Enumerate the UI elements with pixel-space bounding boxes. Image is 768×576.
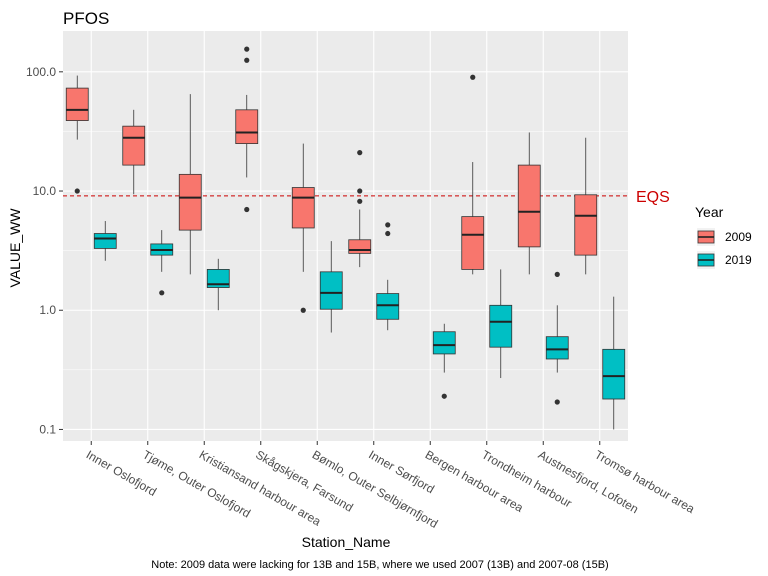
box-2019-kristiansand-harbour-area <box>206 258 230 311</box>
box-body <box>65 87 89 121</box>
outlier-point <box>300 307 306 313</box>
box-body <box>574 194 598 256</box>
box-2019-bergen-harbour-area <box>432 323 456 399</box>
outlier-point <box>244 57 250 63</box>
box-body <box>206 269 230 288</box>
outlier-point <box>385 230 391 237</box>
box-2009-tj-me-outer-oslofjord <box>122 109 146 195</box>
box-body <box>602 348 626 400</box>
box-2009-inner-s-rfjord <box>348 150 372 268</box>
box-2009-inner-oslofjord <box>65 75 89 194</box>
box-2019-trondheim-harbour <box>489 269 513 379</box>
footnote: Note: 2009 data were lacking for 13B and… <box>151 559 608 571</box>
box-body <box>93 233 117 249</box>
box-body <box>235 109 259 144</box>
outlier-point <box>385 222 391 228</box>
box-2019-troms-harbour-area <box>602 296 626 430</box>
outlier-point <box>554 399 560 405</box>
legend-label: 2009 <box>725 230 752 244</box>
box-body <box>432 331 456 355</box>
x-tick-label: Tromsø harbour area <box>592 447 697 516</box>
outlier-point <box>554 271 560 277</box>
legend-label: 2019 <box>725 253 752 267</box>
box-body <box>517 164 541 248</box>
box-2009-trondheim-harbour <box>461 74 485 275</box>
y-tick-label: 1.0 <box>39 303 56 317</box>
box-body <box>348 239 372 254</box>
outlier-point <box>74 188 80 194</box>
box-2009-sk-gskjera-farsund <box>235 46 259 213</box>
legend: Year 2009 2019 <box>695 204 752 269</box>
y-tick-label: 10.0 <box>33 184 57 198</box>
legend-entry-2019: 2019 <box>697 251 752 269</box>
box-body <box>461 216 485 270</box>
outlier-point <box>357 198 363 204</box>
outlier-point <box>159 290 165 296</box>
x-axis-title: Station_Name <box>302 534 391 550</box>
box-body <box>319 271 343 310</box>
x-tick-label: Austnesfjord, Lofoten <box>536 447 641 516</box>
box-2009-b-mlo-outer-selbj-rnfjord <box>291 143 315 313</box>
box-2009-kristiansand-harbour-area <box>178 94 202 275</box>
y-tick-label: 100.0 <box>26 65 56 79</box>
legend-title: Year <box>695 204 724 220</box>
box-2019-inner-oslofjord <box>93 221 117 261</box>
outlier-point <box>244 46 250 52</box>
box-body <box>545 336 569 360</box>
outlier-point <box>357 188 363 194</box>
outlier-point <box>441 393 447 399</box>
box-body <box>178 173 202 231</box>
eqs-label: EQS <box>636 189 670 206</box>
chart-title: PFOS <box>63 9 109 28</box>
box-body <box>122 125 146 166</box>
x-tick-label: Bergen harbour area <box>423 447 526 515</box>
box-body <box>291 187 315 229</box>
box-body <box>376 293 400 320</box>
box-2009-austnesfjord-lofoten <box>517 132 541 275</box>
box-2019-b-mlo-outer-selbj-rnfjord <box>319 241 343 333</box>
outlier-point <box>357 150 363 156</box>
box-2019-austnesfjord-lofoten <box>545 271 569 405</box>
box-body <box>489 304 513 348</box>
box-2009-troms-harbour-area <box>574 137 598 275</box>
outlier-point <box>244 206 250 213</box>
box-2019-tj-me-outer-oslofjord <box>150 230 174 296</box>
y-axis-title: VALUE_WW <box>7 208 23 288</box>
box-2019-inner-s-rfjord <box>376 222 400 331</box>
legend-entry-2009: 2009 <box>697 228 752 246</box>
outlier-point <box>470 74 476 80</box>
y-tick-label: 0.1 <box>39 422 56 436</box>
